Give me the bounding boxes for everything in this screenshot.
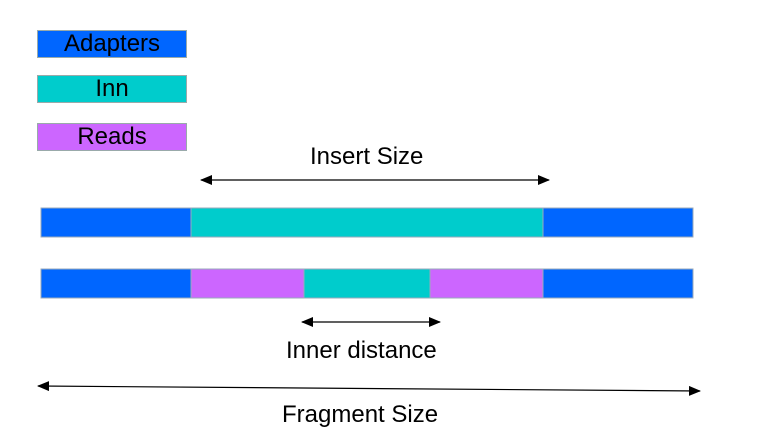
bar1-adapter-right <box>542 207 694 238</box>
legend-reads-label: Reads <box>77 123 147 150</box>
bar2-read-right <box>429 268 544 299</box>
legend-reads: Reads <box>37 123 187 151</box>
legend-inn-label: Inn <box>95 75 129 102</box>
bar2-inner <box>303 268 431 299</box>
legend-inn: Inn <box>37 75 187 103</box>
bar2-adapter-left <box>40 268 192 299</box>
bar1-adapter-left <box>40 207 192 238</box>
legend-adapters: Adapters <box>37 30 187 58</box>
inner-distance-label: Inner distance <box>286 337 437 364</box>
legend-adapters-label: Adapters <box>63 30 161 57</box>
insert-size-label: Insert Size <box>310 143 424 170</box>
bar2-adapter-right <box>542 268 694 299</box>
bar2-read-left <box>190 268 305 299</box>
fragment-size-label: Fragment Size <box>282 401 439 428</box>
bar1-insert <box>190 207 544 238</box>
fragment-size-arrow <box>37 381 701 396</box>
